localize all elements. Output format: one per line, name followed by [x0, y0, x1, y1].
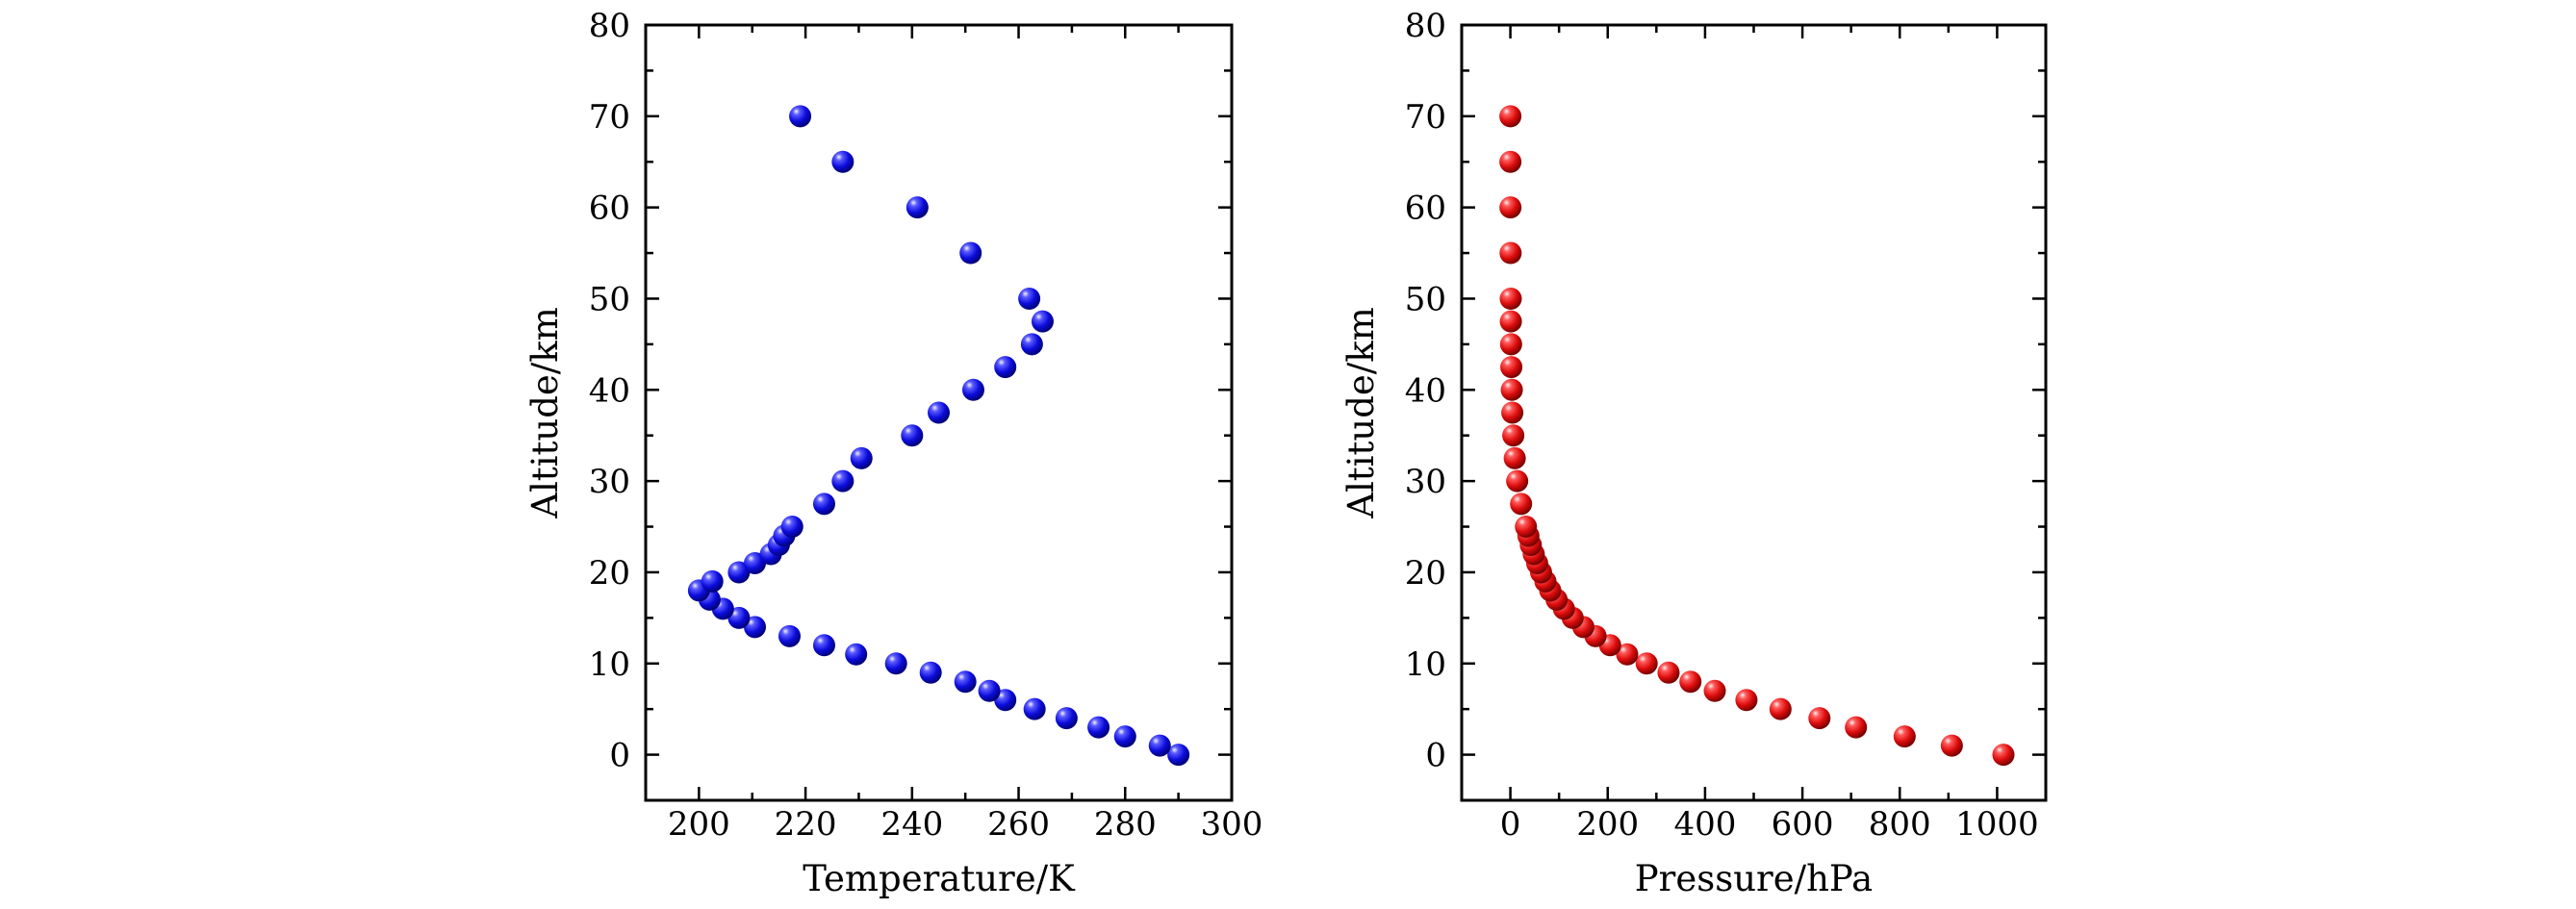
x-tick-label: 1000	[1955, 805, 2039, 844]
temperature-data-point	[978, 679, 1001, 702]
temperature-data-point	[994, 356, 1017, 379]
temperature-data-point	[780, 516, 803, 539]
x-tick-label: 220	[775, 805, 837, 844]
temperature-data-point	[831, 150, 854, 173]
y-tick-label: 10	[1405, 645, 1446, 684]
y-tick-label: 30	[589, 463, 630, 501]
temperature-data-point	[850, 446, 873, 469]
x-tick-label: 280	[1094, 805, 1157, 844]
temperature-data-point	[812, 634, 835, 657]
pressure-data-point	[1769, 697, 1792, 720]
x-tick-label: 200	[668, 805, 730, 844]
y-tick-label: 20	[1405, 554, 1446, 593]
pressure-data-point	[1500, 356, 1523, 379]
y-tick-label: 80	[1405, 7, 1446, 45]
pressure-data-point	[1506, 469, 1529, 492]
pressure-data-point	[1703, 679, 1726, 702]
x-tick-label: 200	[1576, 805, 1639, 844]
x-tick-label: 0	[1500, 805, 1521, 844]
y-tick-label: 80	[589, 7, 630, 45]
y-tick-label: 50	[1405, 280, 1446, 318]
x-tick-label: 300	[1201, 805, 1263, 844]
pressure-data-point	[1500, 378, 1523, 401]
temperature-data-point	[789, 105, 812, 128]
y-tick-label: 70	[1405, 98, 1446, 137]
pressure-y-axis-title: Altitude/km	[1340, 307, 1382, 519]
pressure-data-point	[1499, 241, 1522, 265]
y-tick-label: 60	[589, 189, 630, 228]
pressure-series	[1499, 105, 2015, 767]
pressure-data-point	[1501, 401, 1524, 424]
temperature-plot-frame	[644, 23, 1234, 802]
temperature-data-point	[1031, 310, 1054, 333]
temperature-data-point	[928, 401, 950, 424]
temperature-data-point	[831, 469, 854, 492]
pressure-data-point	[1502, 424, 1525, 447]
x-tick-label: 240	[880, 805, 943, 844]
pressure-plot-frame	[1460, 23, 2048, 802]
temperature-data-point	[1167, 744, 1190, 767]
temperature-y-axis-title: Altitude/km	[524, 307, 566, 519]
pressure-data-point	[1503, 446, 1526, 469]
temperature-data-point	[884, 652, 907, 675]
pressure-data-point	[1515, 516, 1538, 539]
pressure-data-point	[1893, 725, 1916, 748]
y-tick-label: 60	[1405, 189, 1446, 228]
temperature-data-point	[961, 378, 984, 401]
temperature-chart: 200 220 240 260 280 300 0 10 20 30 40 50 60 70 80 Temp…	[524, 7, 1262, 899]
temperature-data-point	[1113, 725, 1136, 748]
temperature-data-point	[1087, 716, 1110, 739]
temperature-data-point	[901, 424, 924, 447]
temperature-data-point	[919, 661, 942, 684]
pressure-data-point	[1845, 716, 1868, 739]
pressure-data-point	[1635, 652, 1658, 675]
pressure-data-point	[1499, 333, 1522, 356]
temperature-data-point	[812, 492, 835, 516]
temperature-data-point	[701, 569, 724, 593]
y-tick-label: 50	[589, 280, 630, 318]
x-tick-label: 400	[1673, 805, 1736, 844]
temperature-data-point	[954, 670, 977, 694]
pressure-data-point	[1992, 744, 2015, 767]
temperature-data-point	[1023, 697, 1046, 720]
x-tick-label: 600	[1772, 805, 1834, 844]
y-tick-label: 40	[589, 371, 630, 410]
pressure-data-point	[1499, 310, 1522, 333]
temperature-data-point	[959, 241, 982, 265]
pressure-data-point	[1940, 734, 1963, 757]
temperature-data-point	[1148, 734, 1171, 757]
pressure-x-axis-title: Pressure/hPa	[1635, 858, 1873, 899]
temperature-data-point	[778, 624, 801, 647]
pressure-data-point	[1616, 643, 1639, 666]
y-tick-label: 0	[609, 737, 630, 775]
y-tick-label: 40	[1405, 371, 1446, 410]
x-tick-label: 260	[987, 805, 1050, 844]
y-tick-label: 70	[589, 98, 630, 137]
temperature-data-point	[1055, 707, 1078, 730]
pressure-chart-ticks: 0 200 400 600 800 1000 0 10 20 30 40 50 60 70 80	[1405, 7, 2048, 844]
temperature-data-point	[905, 196, 929, 219]
y-tick-label: 0	[1425, 737, 1446, 775]
temperature-data-point	[1020, 333, 1043, 356]
temperature-data-point	[845, 643, 868, 666]
y-tick-label: 20	[589, 554, 630, 593]
pressure-data-point	[1657, 661, 1680, 684]
y-tick-label: 30	[1405, 463, 1446, 501]
pressure-data-point	[1499, 150, 1522, 173]
y-tick-label: 10	[589, 645, 630, 684]
pressure-data-point	[1499, 105, 1522, 128]
x-tick-label: 800	[1869, 805, 1931, 844]
temperature-x-axis-title: Temperature/K	[803, 858, 1076, 899]
temperature-data-point	[1018, 287, 1041, 310]
pressure-data-point	[1510, 492, 1533, 516]
pressure-data-point	[1735, 689, 1758, 712]
pressure-data-point	[1499, 196, 1522, 219]
pressure-data-point	[1808, 707, 1831, 730]
pressure-data-point	[1679, 670, 1702, 694]
pressure-data-point	[1499, 287, 1522, 310]
temperature-chart-ticks: 200 220 240 260 280 300 0 10 20 30 40 50 60 70 80	[589, 7, 1263, 844]
pressure-chart: 0 200 400 600 800 1000 0 10 20 30 40 50 60 70 80 Press…	[1340, 7, 2048, 899]
temperature-series	[687, 105, 1190, 767]
